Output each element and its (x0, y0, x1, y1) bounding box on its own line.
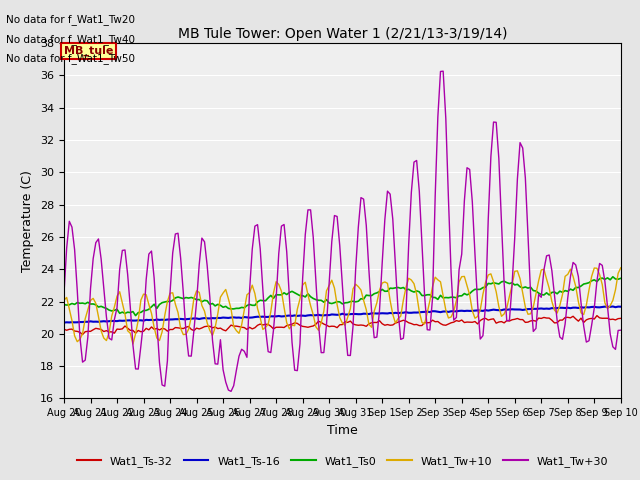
Line: Wat1_Ts-32: Wat1_Ts-32 (64, 316, 621, 335)
Line: Wat1_Ts-16: Wat1_Ts-16 (64, 307, 621, 323)
Wat1_Tw+30 (307, 207, 314, 213)
Wat1_Tw+10 (566, 266, 574, 272)
Wat1_Tw+10 (76, 336, 84, 342)
Wat1_Ts0 (60, 302, 68, 308)
Wat1_Tw+10 (617, 265, 625, 271)
Wat1_Tw+10 (227, 306, 235, 312)
Title: MB Tule Tower: Open Water 1 (2/21/13-3/19/14): MB Tule Tower: Open Water 1 (2/21/13-3/1… (178, 27, 507, 41)
Wat1_Ts-32 (593, 313, 601, 319)
Wat1_Ts0 (76, 300, 84, 306)
Wat1_Ts-32 (307, 324, 314, 329)
Wat1_Tw+10 (129, 341, 137, 347)
Wat1_Ts-32 (566, 315, 574, 321)
Wat1_Ts-16 (225, 315, 232, 321)
Wat1_Ts0 (307, 294, 314, 300)
X-axis label: Time: Time (327, 424, 358, 437)
Wat1_Tw+10 (307, 303, 314, 309)
Y-axis label: Temperature (C): Temperature (C) (22, 170, 35, 272)
Wat1_Ts0 (617, 276, 625, 281)
Wat1_Ts-32 (617, 315, 625, 321)
Wat1_Tw+10 (278, 288, 285, 294)
Wat1_Ts-16 (609, 304, 617, 310)
Wat1_Ts0 (447, 294, 455, 300)
Wat1_Ts-16 (76, 319, 84, 325)
Text: MB_tule: MB_tule (64, 46, 113, 56)
Wat1_Tw+30 (617, 327, 625, 333)
Wat1_Ts-16 (275, 313, 283, 319)
Wat1_Tw+30 (76, 334, 84, 340)
Text: No data for f_Wat1_Tw50: No data for f_Wat1_Tw50 (6, 53, 136, 64)
Wat1_Tw+10 (60, 297, 68, 303)
Wat1_Ts0 (227, 306, 235, 312)
Wat1_Ts-16 (304, 312, 312, 318)
Wat1_Ts-16 (617, 304, 625, 310)
Wat1_Ts-32 (227, 322, 235, 328)
Line: Wat1_Tw+10: Wat1_Tw+10 (64, 268, 621, 344)
Line: Wat1_Tw+30: Wat1_Tw+30 (64, 71, 621, 391)
Wat1_Ts0 (132, 313, 140, 319)
Wat1_Ts-32 (278, 324, 285, 330)
Legend: Wat1_Ts-32, Wat1_Ts-16, Wat1_Ts0, Wat1_Tw+10, Wat1_Tw+30: Wat1_Ts-32, Wat1_Ts-16, Wat1_Ts0, Wat1_T… (72, 451, 612, 471)
Wat1_Ts-16 (564, 305, 572, 311)
Text: No data for f_Wat1_Tw20: No data for f_Wat1_Tw20 (6, 14, 136, 25)
Wat1_Tw+10 (447, 314, 455, 320)
Wat1_Ts0 (609, 274, 617, 280)
Wat1_Tw+30 (569, 260, 577, 265)
Wat1_Ts-16 (445, 309, 452, 315)
Wat1_Ts-32 (76, 329, 84, 335)
Wat1_Tw+30 (450, 317, 458, 323)
Line: Wat1_Ts0: Wat1_Ts0 (64, 277, 621, 316)
Wat1_Ts-32 (79, 332, 86, 337)
Wat1_Ts0 (278, 292, 285, 298)
Wat1_Ts-32 (447, 320, 455, 326)
Wat1_Tw+30 (227, 388, 235, 394)
Wat1_Ts-16 (60, 320, 68, 325)
Wat1_Ts0 (566, 286, 574, 292)
Wat1_Tw+30 (439, 68, 447, 74)
Text: No data for f_Wat1_Tw40: No data for f_Wat1_Tw40 (6, 34, 136, 45)
Wat1_Tw+30 (225, 387, 232, 393)
Wat1_Ts-32 (60, 326, 68, 332)
Wat1_Tw+30 (278, 223, 285, 229)
Wat1_Tw+30 (60, 290, 68, 296)
